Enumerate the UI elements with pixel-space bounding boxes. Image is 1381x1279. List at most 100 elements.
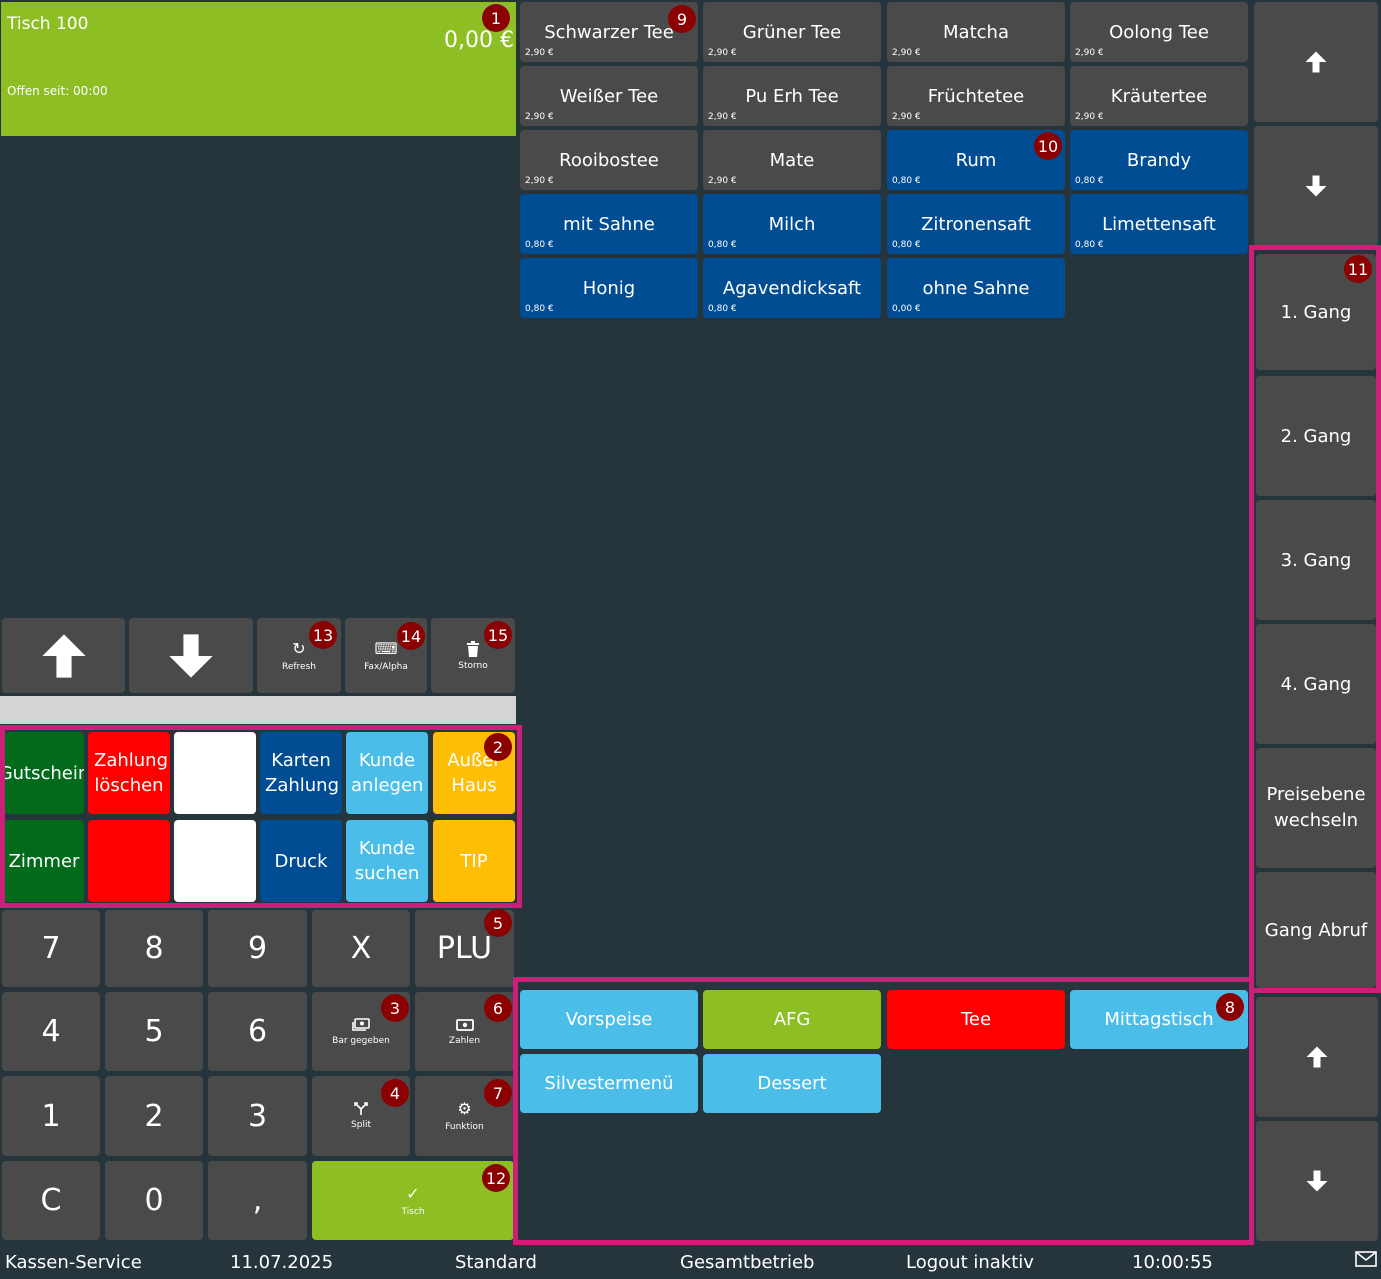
pay-label: Zahlen <box>448 1035 481 1046</box>
callout-badge: 11 <box>1344 255 1372 283</box>
category-button[interactable]: Vorspeise <box>520 990 698 1049</box>
key-clear[interactable]: C <box>2 1161 100 1240</box>
empty-button[interactable] <box>174 820 256 902</box>
table-confirm-button[interactable]: ✓ Tisch <box>312 1161 514 1240</box>
gang-1-button[interactable]: 1. Gang <box>1256 254 1376 370</box>
category-button[interactable]: Silvestermenü <box>520 1054 698 1113</box>
callout-badge: 12 <box>482 1164 510 1192</box>
trash-icon <box>467 640 479 657</box>
gang-2-button[interactable]: 2. Gang <box>1256 376 1376 496</box>
delete-payment-label: Zahlung löschen <box>94 750 169 796</box>
key-3[interactable]: 3 <box>208 1076 307 1156</box>
arrow-down-icon <box>1306 1170 1328 1192</box>
arrow-down-icon <box>1305 175 1327 197</box>
key-9-label: 9 <box>247 931 268 966</box>
callout-badge: 9 <box>668 5 696 33</box>
key-2[interactable]: 2 <box>105 1076 203 1156</box>
products-scroll-up-button[interactable] <box>1254 2 1378 122</box>
product-button[interactable]: Zitronensaft 0,80 € <box>887 194 1065 254</box>
empty-red-button[interactable] <box>88 820 170 902</box>
key-8[interactable]: 8 <box>105 910 203 987</box>
product-button[interactable]: Oolong Tee 2,90 € <box>1070 2 1248 62</box>
product-button[interactable]: Limettensaft 0,80 € <box>1070 194 1248 254</box>
key-8-label: 8 <box>144 931 164 966</box>
create-customer-button[interactable]: Kunde anlegen <box>346 732 428 814</box>
gang-3-button[interactable]: 3. Gang <box>1256 500 1376 620</box>
key-2-label: 2 <box>144 1098 164 1134</box>
key-7[interactable]: 7 <box>2 910 100 987</box>
product-name: ohne Sahne <box>922 278 1030 299</box>
cash-given-label: Bar gegeben <box>332 1035 390 1046</box>
print-label: Druck <box>274 850 328 872</box>
table-amount: 0,00 € <box>444 28 514 53</box>
function-label: Funktion <box>445 1122 484 1132</box>
product-name: Milch <box>768 214 816 235</box>
category-label: Silvestermenü <box>544 1073 674 1094</box>
products-scroll-down-button[interactable] <box>1254 126 1378 246</box>
search-customer-button[interactable]: Kunde suchen <box>346 820 428 902</box>
order-scroll-up-button[interactable] <box>2 618 125 693</box>
print-button[interactable]: Druck <box>260 820 342 902</box>
product-button[interactable]: Mate 2,90 € <box>703 130 881 190</box>
product-button[interactable]: Früchtetee 2,90 € <box>887 66 1065 126</box>
tip-button[interactable]: TIP <box>433 820 515 902</box>
product-button[interactable]: Rooibostee 2,90 € <box>520 130 698 190</box>
product-button[interactable]: Honig 0,80 € <box>520 258 698 318</box>
status-mode: Standard <box>455 1252 537 1273</box>
product-button[interactable]: Grüner Tee 2,90 € <box>703 2 881 62</box>
key-4-label: 4 <box>41 1014 61 1049</box>
category-button[interactable]: Tee <box>887 990 1065 1049</box>
product-name: Zitronensaft <box>921 214 1031 235</box>
gang-4-label: 4. Gang <box>1280 673 1352 695</box>
gang-call-button[interactable]: Gang Abruf <box>1256 872 1376 988</box>
card-payment-button[interactable]: Karten Zahlung <box>260 732 342 814</box>
delete-payment-button[interactable]: Zahlung löschen <box>88 732 170 814</box>
key-4[interactable]: 4 <box>2 992 100 1071</box>
key-9[interactable]: 9 <box>208 910 307 987</box>
key-multiply[interactable]: X <box>312 910 410 987</box>
table-open-since: Offen seit: 00:00 <box>7 84 108 98</box>
voucher-button[interactable]: Gutschein <box>4 732 84 814</box>
callout-badge: 2 <box>484 733 512 761</box>
product-name: Kräutertee <box>1110 86 1208 107</box>
product-price: 0,80 € <box>708 240 737 250</box>
key-comma[interactable]: , <box>208 1161 307 1240</box>
product-price: 2,90 € <box>708 48 737 58</box>
product-button[interactable]: Weißer Tee 2,90 € <box>520 66 698 126</box>
callout-badge: 1 <box>482 4 510 32</box>
product-button[interactable]: Pu Erh Tee 2,90 € <box>703 66 881 126</box>
room-button[interactable]: Zimmer <box>4 820 84 902</box>
category-button[interactable]: Dessert <box>703 1054 881 1113</box>
order-scroll-down-button[interactable] <box>129 618 253 693</box>
product-button[interactable]: Milch 0,80 € <box>703 194 881 254</box>
gang-4-button[interactable]: 4. Gang <box>1256 624 1376 744</box>
key-5[interactable]: 5 <box>105 992 203 1071</box>
category-label: Vorspeise <box>565 1009 653 1030</box>
key-7-label: 7 <box>41 931 61 966</box>
key-multiply-label: X <box>350 931 372 966</box>
product-button[interactable]: Matcha 2,90 € <box>887 2 1065 62</box>
refresh-button[interactable]: ↻ Refresh <box>257 618 341 693</box>
cash-icon <box>352 1017 370 1031</box>
key-1[interactable]: 1 <box>2 1076 100 1156</box>
key-3-label: 3 <box>247 1098 268 1134</box>
mail-icon[interactable] <box>1355 1251 1377 1267</box>
product-button[interactable]: Schwarzer Tee 2,90 € <box>520 2 698 62</box>
category-button[interactable]: AFG <box>703 990 881 1049</box>
table-panel[interactable]: Tisch 100 0,00 € Offen seit: 00:00 <box>1 2 516 136</box>
categories-scroll-up-button[interactable] <box>1256 997 1378 1117</box>
product-button[interactable]: Kräutertee 2,90 € <box>1070 66 1248 126</box>
product-price: 2,90 € <box>1075 48 1104 58</box>
price-level-button[interactable]: Preisebene wechseln <box>1256 748 1376 868</box>
arrow-down-icon <box>169 633 213 678</box>
product-button[interactable]: Agavendicksaft 0,80 € <box>703 258 881 318</box>
product-button[interactable]: mit Sahne 0,80 € <box>520 194 698 254</box>
product-button[interactable]: ohne Sahne 0,00 € <box>887 258 1065 318</box>
key-6[interactable]: 6 <box>208 992 307 1071</box>
key-0[interactable]: 0 <box>105 1161 203 1240</box>
card-payment-label: Karten Zahlung <box>265 750 340 796</box>
product-name: Pu Erh Tee <box>745 86 839 107</box>
categories-scroll-down-button[interactable] <box>1256 1121 1378 1241</box>
product-button[interactable]: Brandy 0,80 € <box>1070 130 1248 190</box>
empty-button[interactable] <box>174 732 256 814</box>
